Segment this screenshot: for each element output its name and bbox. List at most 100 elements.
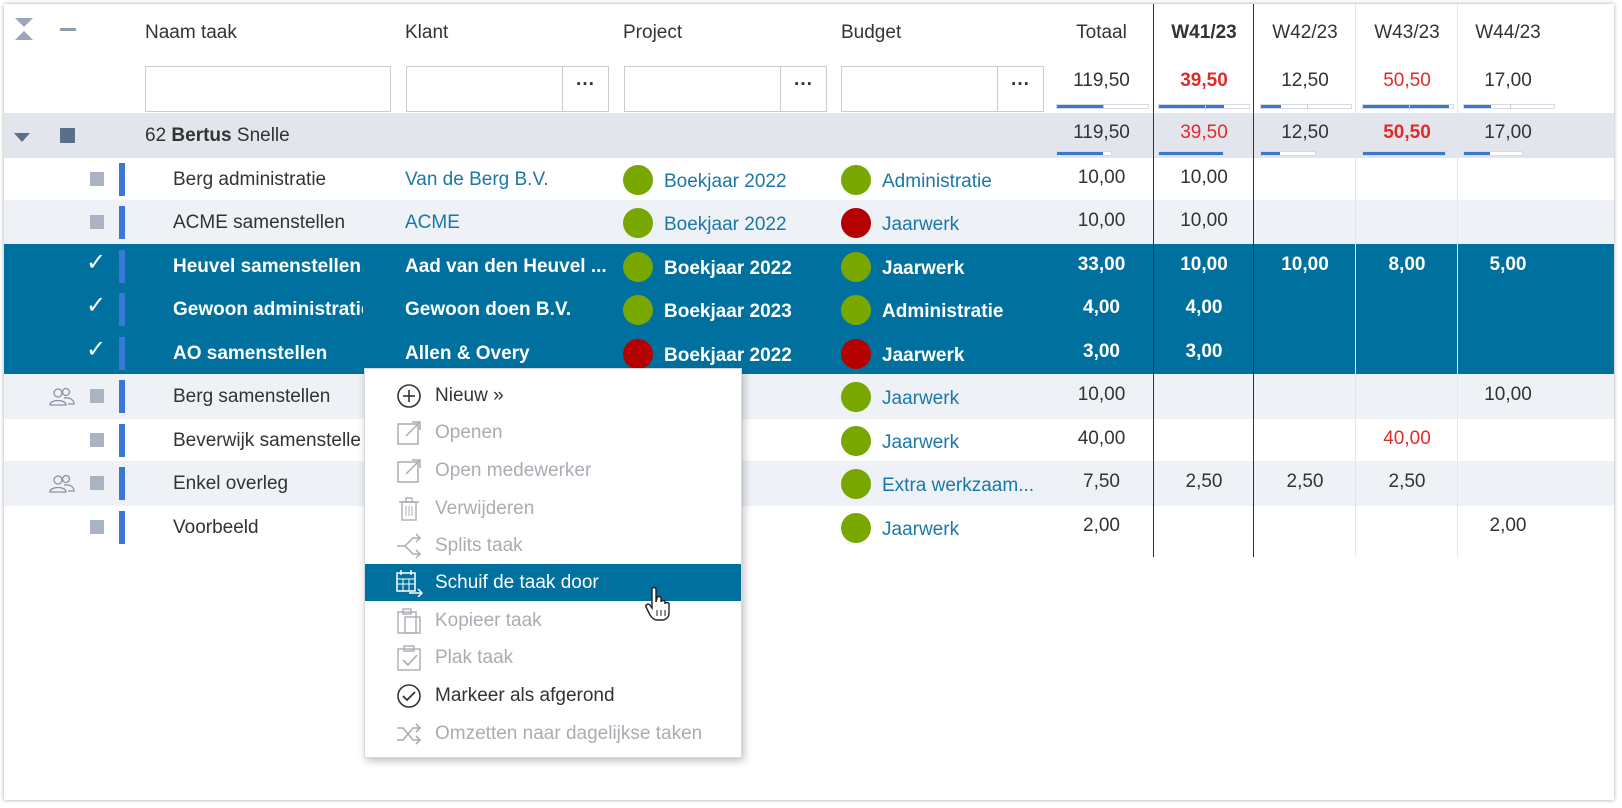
column-header-project[interactable]: Project: [623, 22, 683, 43]
task-name[interactable]: AO samenstellen: [173, 343, 328, 364]
budget-link[interactable]: Jaarwerk: [882, 258, 965, 279]
week-hours-cell[interactable]: [1154, 416, 1254, 461]
task-name[interactable]: ACME samenstellen: [173, 212, 346, 233]
week-hours-cell[interactable]: [1458, 416, 1558, 461]
table-row[interactable]: Berg administratie Van de Berg B.V. Boekja…: [4, 157, 1614, 202]
menu-item[interactable]: Open medewerker: [365, 452, 741, 489]
week-hours-cell[interactable]: 10,00: [1281, 254, 1329, 275]
expand-toggle-icon[interactable]: [13, 128, 31, 142]
client-link[interactable]: Gewoon doen B.V.: [405, 299, 572, 320]
week-hours-cell[interactable]: [1458, 459, 1558, 504]
task-name[interactable]: Voorbeeld: [173, 517, 259, 538]
task-name[interactable]: Berg samenstellen: [173, 386, 331, 407]
week-hours-cell[interactable]: 2,50: [1185, 471, 1223, 492]
column-header-week[interactable]: W41/23: [1171, 22, 1237, 43]
table-row[interactable]: Beverwijk samensteller 2022Jaarwerk40,00…: [4, 418, 1614, 463]
week-hours-cell[interactable]: [1254, 285, 1356, 330]
client-link[interactable]: Allen & Overy: [405, 343, 530, 364]
budget-link[interactable]: Jaarwerk: [882, 345, 965, 366]
project-link[interactable]: Boekjaar 2022: [664, 214, 787, 235]
column-header-week[interactable]: W42/23: [1272, 22, 1338, 43]
project-filter-button[interactable]: ···: [780, 67, 826, 111]
task-name[interactable]: Gewoon administratie: [173, 299, 363, 320]
row-select-box[interactable]: [90, 389, 104, 403]
menu-item[interactable]: Nieuw »: [365, 377, 741, 414]
week-hours-cell[interactable]: [1356, 155, 1458, 200]
week-hours-cell[interactable]: [1356, 285, 1458, 330]
client-link[interactable]: Aad van den Heuvel ...: [405, 256, 607, 277]
budget-link[interactable]: Jaarwerk: [882, 214, 960, 235]
client-link[interactable]: ACME: [405, 212, 460, 233]
budget-filter-input[interactable]: ···: [841, 66, 1044, 112]
project-link[interactable]: Boekjaar 2023: [664, 301, 792, 322]
row-select-box[interactable]: [90, 476, 104, 490]
selected-check-icon[interactable]: ✓: [86, 336, 107, 363]
column-header-name[interactable]: Naam taak: [145, 22, 237, 43]
week-hours-cell[interactable]: [1154, 372, 1254, 417]
week-hours-cell[interactable]: 10,00: [1180, 210, 1228, 231]
client-link[interactable]: Van de Berg B.V.: [405, 169, 549, 190]
week-hours-cell[interactable]: 2,50: [1286, 471, 1324, 492]
budget-link[interactable]: Administratie: [882, 171, 992, 192]
table-row[interactable]: Enkel overlegrkzaam...Extra werkzaam...7…: [4, 461, 1614, 506]
week-hours-cell[interactable]: [1154, 503, 1254, 548]
week-hours-cell[interactable]: [1458, 198, 1558, 243]
project-link[interactable]: Boekjaar 2022: [664, 345, 792, 366]
week-hours-cell[interactable]: 2,00: [1489, 515, 1527, 536]
task-name[interactable]: Heuvel samenstellen: [173, 256, 361, 277]
week-hours-cell[interactable]: 5,00: [1489, 254, 1527, 275]
menu-item[interactable]: Verwijderen: [365, 490, 741, 527]
table-row[interactable]: ✓ AO samenstellen Allen & Overy Boekjaar 20…: [4, 331, 1614, 376]
menu-item[interactable]: Plak taak: [365, 639, 741, 676]
row-select-box[interactable]: [90, 520, 104, 534]
budget-link[interactable]: Extra werkzaam...: [882, 475, 1035, 496]
week-hours-cell[interactable]: [1356, 198, 1458, 243]
budget-filter-button[interactable]: ···: [997, 67, 1043, 111]
budget-link[interactable]: Jaarwerk: [882, 432, 960, 453]
week-hours-cell[interactable]: 3,00: [1185, 341, 1223, 362]
week-hours-cell[interactable]: [1356, 503, 1458, 548]
row-select-box[interactable]: [90, 172, 104, 186]
project-filter-input[interactable]: ···: [624, 66, 827, 112]
week-hours-cell[interactable]: [1254, 198, 1356, 243]
row-select-box[interactable]: [90, 215, 104, 229]
column-header-week[interactable]: W44/23: [1475, 22, 1541, 43]
task-name[interactable]: Enkel overleg: [173, 473, 289, 494]
week-hours-cell[interactable]: [1458, 155, 1558, 200]
project-link[interactable]: Boekjaar 2022: [664, 171, 787, 192]
row-select-box[interactable]: [90, 433, 104, 447]
week-hours-cell[interactable]: [1356, 372, 1458, 417]
column-header-week[interactable]: W43/23: [1374, 22, 1440, 43]
project-link[interactable]: Boekjaar 2022: [664, 258, 792, 279]
week-hours-cell[interactable]: [1254, 372, 1356, 417]
selected-check-icon[interactable]: ✓: [86, 249, 107, 276]
week-hours-cell[interactable]: [1458, 285, 1558, 330]
budget-link[interactable]: Jaarwerk: [882, 388, 960, 409]
selected-check-icon[interactable]: ✓: [86, 292, 107, 319]
table-row[interactable]: ACME samenstellen ACME Boekjaar 2022 Jaarwe…: [4, 200, 1614, 245]
menu-item[interactable]: Omzetten naar dagelijkse taken: [365, 715, 741, 752]
name-filter-input[interactable]: [145, 66, 391, 112]
menu-item[interactable]: Schuif de taak door: [365, 564, 741, 601]
week-hours-cell[interactable]: [1356, 329, 1458, 374]
column-header-budget[interactable]: Budget: [841, 22, 902, 43]
week-hours-cell[interactable]: [1254, 416, 1356, 461]
budget-link[interactable]: Administratie: [882, 301, 1004, 322]
week-hours-cell[interactable]: 2,50: [1388, 471, 1426, 492]
week-hours-cell[interactable]: 4,00: [1185, 297, 1223, 318]
week-hours-cell[interactable]: [1254, 155, 1356, 200]
client-filter-input[interactable]: ···: [406, 66, 609, 112]
budget-link[interactable]: Jaarwerk: [882, 519, 960, 540]
week-hours-cell[interactable]: [1458, 329, 1558, 374]
week-hours-cell[interactable]: [1254, 503, 1356, 548]
table-row[interactable]: Voorbeeldr 2023Jaarwerk2,002,00: [4, 505, 1614, 550]
menu-item[interactable]: Splits taak: [365, 527, 741, 564]
week-hours-cell[interactable]: [1254, 329, 1356, 374]
table-row[interactable]: ✓ Heuvel samenstellen Aad van den Heuvel .…: [4, 244, 1614, 289]
group-row[interactable]: 62 Bertus Snelle 119,50 39,50 12,50 50,5…: [4, 113, 1614, 158]
task-name[interactable]: Berg administratie: [173, 169, 327, 190]
task-name[interactable]: Beverwijk samenstelle: [173, 430, 361, 451]
menu-item[interactable]: Openen: [365, 414, 741, 451]
week-hours-cell[interactable]: 10,00: [1180, 167, 1228, 188]
table-row[interactable]: Berg samenstellenr 2022Jaarwerk10,0010,0…: [4, 374, 1614, 419]
